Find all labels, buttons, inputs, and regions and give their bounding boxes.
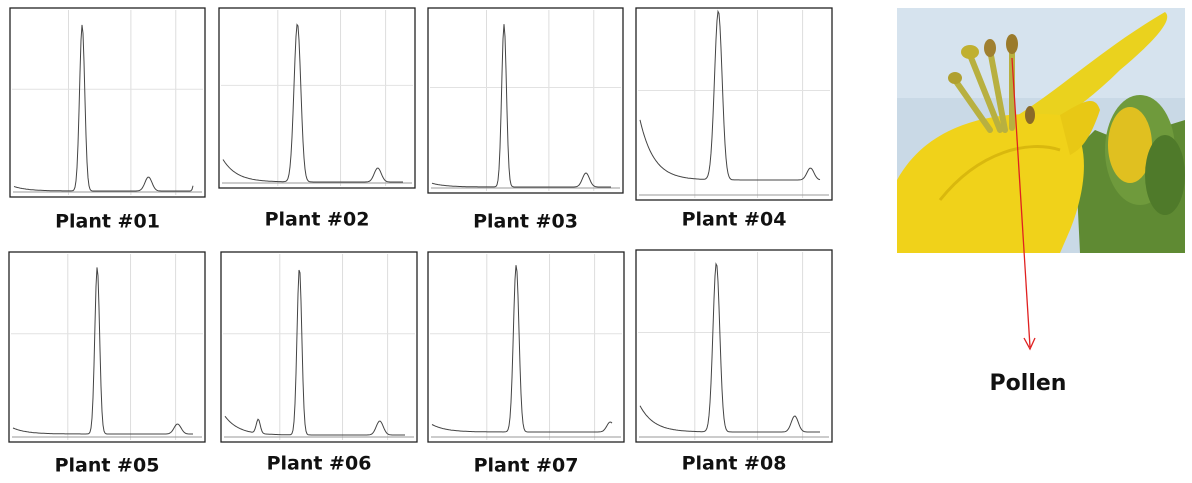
panel-frame [220, 251, 418, 443]
panel-label: Plant #02 [265, 209, 370, 231]
panel-frame [218, 7, 416, 189]
arrow-head [1023, 337, 1036, 351]
panel-frame [427, 251, 625, 443]
panel-label: Plant #03 [473, 211, 578, 233]
histogram-panel: Plant #01 [9, 7, 206, 233]
histogram-curve [639, 9, 821, 181]
histogram-curve [222, 23, 403, 183]
histogram-panel: Plant #04 [635, 7, 833, 231]
histogram-panel: Plant #03 [427, 7, 624, 233]
histogram-curve [431, 24, 611, 188]
panel-frame [427, 7, 624, 194]
histogram-curve [12, 267, 193, 435]
panel-label: Plant #05 [55, 455, 160, 477]
histogram-panel: Plant #06 [220, 251, 418, 475]
panel-label: Plant #01 [55, 211, 160, 233]
photo-label: Pollen [990, 371, 1067, 396]
panel-label: Plant #07 [474, 455, 579, 477]
histogram-panel: Plant #05 [8, 251, 206, 477]
pointer-arrow [1011, 57, 1031, 348]
flower-photo [897, 8, 1185, 253]
histogram-curve [224, 269, 405, 436]
histogram-curve [431, 265, 613, 433]
panel-frame [8, 251, 206, 443]
histogram-panel: Plant #02 [218, 7, 416, 231]
histogram-curve [639, 262, 820, 433]
panel-frame [9, 7, 206, 198]
panel-frame [635, 7, 833, 201]
panel-label: Plant #04 [682, 209, 787, 231]
panel-label: Plant #08 [682, 453, 787, 475]
panel-frame [635, 249, 833, 443]
histogram-panel: Plant #07 [427, 251, 625, 477]
histogram-curve [13, 24, 194, 192]
histogram-panel: Plant #08 [635, 249, 833, 475]
histogram-panels: Plant #01 Plant #02 Plant #03 Plant #04 Plan… [8, 7, 833, 477]
panel-label: Plant #06 [267, 453, 372, 475]
